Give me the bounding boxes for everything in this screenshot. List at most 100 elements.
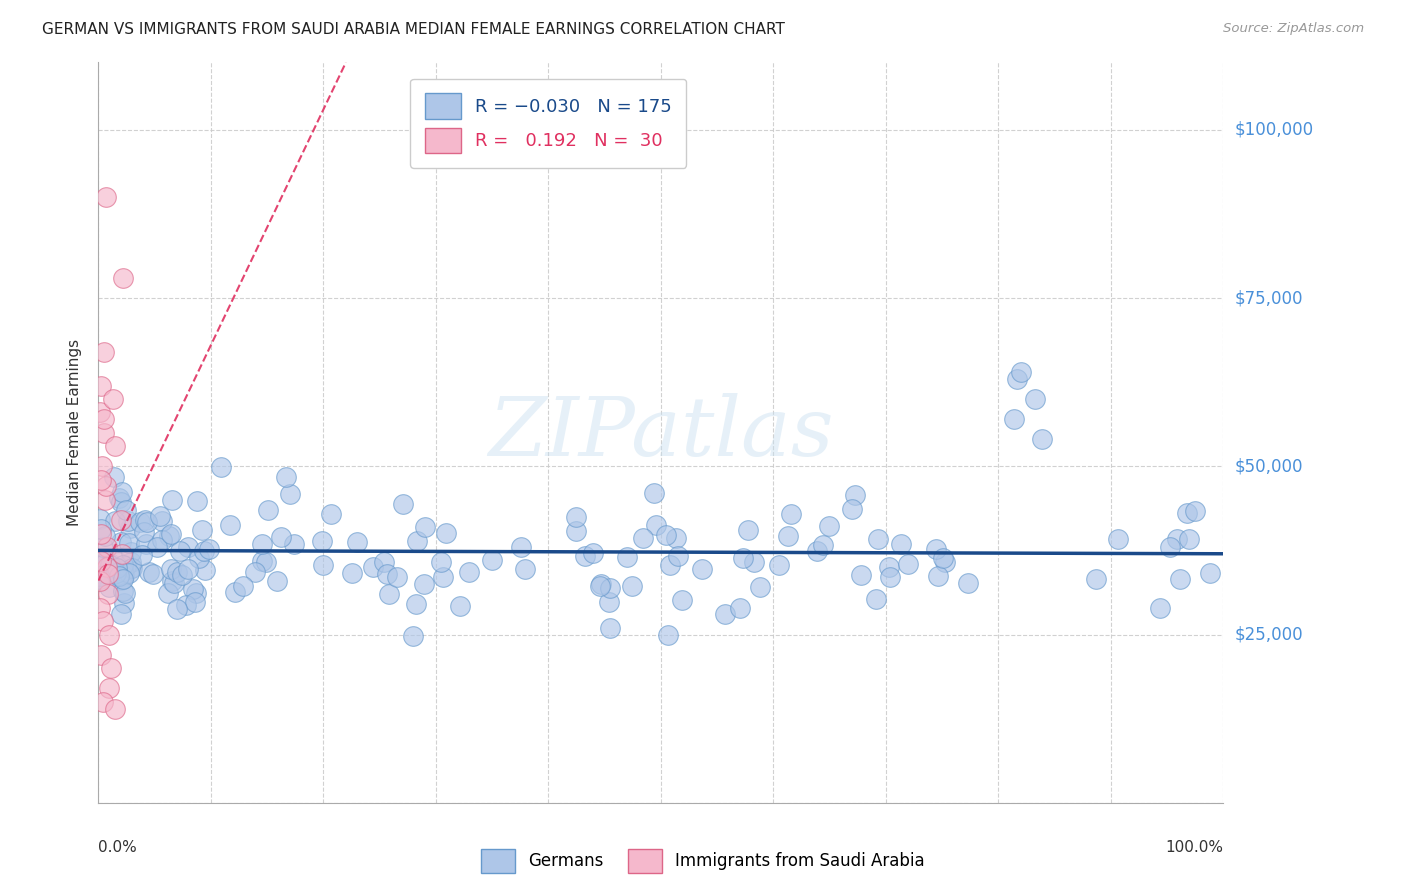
Point: [97, 627, 120, 641]
Point: [865, 592, 887, 607]
Point: [107, 555, 129, 569]
Point: [232, 579, 254, 593]
Point: [97, 587, 120, 601]
Text: $75,000: $75,000: [1234, 289, 1303, 307]
Point: [188, 550, 211, 565]
Point: [1084, 573, 1107, 587]
Y-axis label: Median Female Earnings: Median Female Earnings: [67, 339, 83, 526]
Point: [412, 576, 434, 591]
Point: [844, 488, 866, 502]
Point: [96, 555, 118, 569]
Point: [90, 378, 112, 392]
Point: [209, 459, 232, 474]
Point: [250, 537, 273, 551]
Text: $100,000: $100,000: [1234, 120, 1313, 139]
Point: [643, 486, 665, 500]
Point: [91, 614, 114, 628]
Point: [378, 587, 401, 601]
Point: [96, 560, 118, 574]
Point: [666, 549, 689, 563]
Point: [112, 572, 135, 586]
Point: [89, 574, 111, 588]
Point: [582, 547, 605, 561]
Text: ZIPatlas: ZIPatlas: [488, 392, 834, 473]
Point: [110, 535, 132, 549]
Point: [728, 600, 751, 615]
Point: [94, 529, 117, 543]
Point: [157, 528, 180, 542]
Point: [176, 598, 198, 612]
Point: [191, 523, 214, 537]
Point: [1002, 412, 1025, 426]
Point: [177, 562, 200, 576]
Point: [181, 582, 204, 596]
Point: [513, 562, 536, 576]
Point: [1178, 533, 1201, 547]
Point: [93, 344, 115, 359]
Point: [159, 562, 181, 576]
Point: [110, 494, 132, 508]
Point: [283, 537, 305, 551]
Point: [169, 543, 191, 558]
Point: [1168, 572, 1191, 586]
Point: [91, 459, 114, 474]
Point: [160, 492, 183, 507]
Point: [112, 569, 135, 583]
Point: [361, 560, 384, 574]
Point: [589, 576, 612, 591]
Point: [565, 524, 588, 538]
Point: [1024, 392, 1046, 406]
Point: [104, 701, 127, 715]
Point: [117, 514, 139, 528]
Point: [890, 536, 912, 550]
Point: [96, 540, 118, 554]
Point: [841, 502, 863, 516]
Point: [112, 596, 135, 610]
Point: [114, 503, 136, 517]
Point: [1011, 365, 1033, 379]
Point: [1184, 504, 1206, 518]
Point: [90, 553, 112, 567]
Point: [90, 526, 112, 541]
Point: [1175, 507, 1198, 521]
Point: [104, 514, 127, 528]
Point: [671, 592, 693, 607]
Point: [177, 540, 200, 554]
Point: [104, 566, 127, 580]
Point: [312, 558, 335, 573]
Point: [105, 560, 128, 574]
Point: [93, 412, 115, 426]
Point: [150, 533, 173, 547]
Point: [108, 569, 131, 583]
Point: [851, 568, 873, 582]
Point: [927, 568, 949, 582]
Point: [111, 547, 134, 561]
Point: [818, 518, 841, 533]
Point: [112, 270, 135, 285]
Point: [665, 531, 688, 545]
Point: [111, 558, 134, 572]
Point: [103, 470, 125, 484]
Point: [564, 510, 586, 524]
Point: [90, 522, 112, 536]
Point: [160, 574, 183, 589]
Point: [449, 599, 471, 613]
Point: [806, 543, 828, 558]
Point: [574, 549, 596, 563]
Point: [340, 566, 363, 581]
Point: [115, 559, 138, 574]
Point: [141, 566, 163, 581]
Point: [89, 405, 111, 419]
Point: [432, 570, 454, 584]
Point: [385, 570, 408, 584]
Point: [621, 579, 644, 593]
Point: [110, 607, 132, 621]
Point: [97, 566, 120, 581]
Point: [737, 523, 759, 537]
Point: [510, 540, 533, 554]
Point: [90, 473, 112, 487]
Point: [136, 515, 159, 529]
Point: [110, 573, 132, 587]
Point: [599, 581, 621, 595]
Point: [150, 514, 173, 528]
